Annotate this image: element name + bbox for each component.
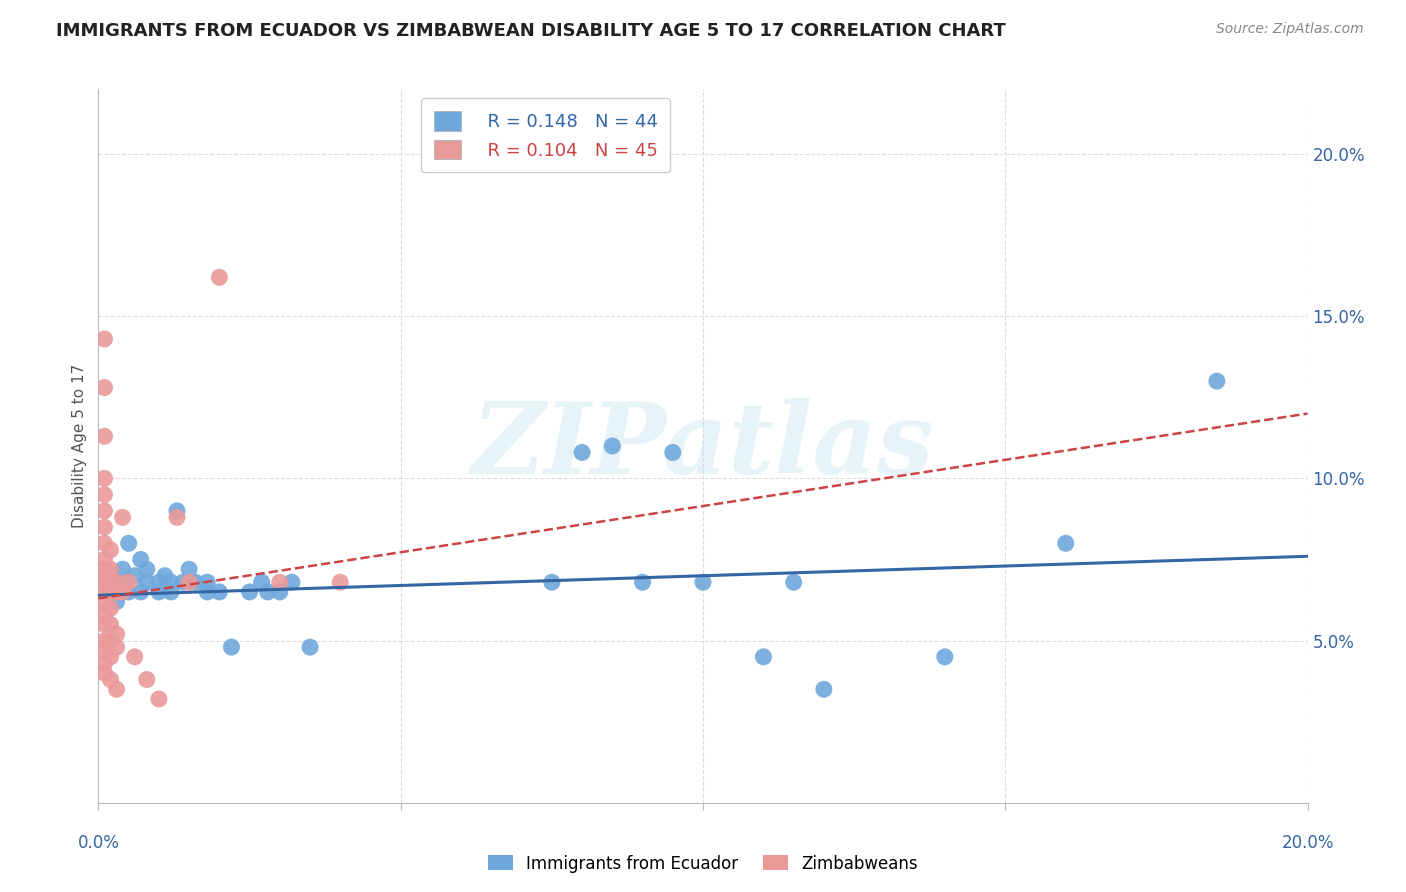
Point [100, 585, 122, 599]
Point [135, 562, 157, 576]
Point [269, 575, 291, 590]
Point [540, 575, 562, 590]
Point [783, 575, 806, 590]
Point [281, 575, 304, 590]
Point [1054, 536, 1077, 550]
Point [208, 270, 231, 285]
Text: ZIPatlas: ZIPatlas [472, 398, 934, 494]
Point [148, 585, 170, 599]
Point [93, 575, 115, 590]
Legend: Immigrants from Ecuador, Zimbabweans: Immigrants from Ecuador, Zimbabweans [481, 848, 925, 880]
Point [105, 682, 128, 697]
Point [93, 429, 115, 443]
Point [111, 562, 134, 576]
Point [166, 504, 188, 518]
Point [100, 542, 122, 557]
Legend:   R = 0.148   N = 44,   R = 0.104   N = 45: R = 0.148 N = 44, R = 0.104 N = 45 [422, 98, 671, 172]
Point [160, 575, 183, 590]
Point [93, 607, 115, 622]
Point [153, 568, 176, 582]
Point [93, 536, 115, 550]
Point [1206, 374, 1229, 388]
Point [100, 649, 122, 664]
Point [329, 575, 352, 590]
Point [105, 575, 128, 590]
Point [752, 649, 775, 664]
Point [299, 640, 322, 654]
Point [93, 595, 115, 609]
Point [93, 666, 115, 681]
Point [100, 585, 122, 599]
Point [105, 575, 128, 590]
Point [93, 381, 115, 395]
Point [105, 585, 128, 599]
Text: IMMIGRANTS FROM ECUADOR VS ZIMBABWEAN DISABILITY AGE 5 TO 17 CORRELATION CHART: IMMIGRANTS FROM ECUADOR VS ZIMBABWEAN DI… [56, 22, 1005, 40]
Point [250, 575, 273, 590]
Point [93, 633, 115, 648]
Point [602, 439, 624, 453]
Point [208, 585, 231, 599]
Point [184, 575, 207, 590]
Point [118, 585, 141, 599]
Point [93, 617, 115, 632]
Point [118, 575, 141, 590]
Point [111, 510, 134, 524]
Point [93, 520, 115, 534]
Point [172, 575, 194, 590]
Point [93, 585, 115, 599]
Point [195, 585, 218, 599]
Point [934, 649, 956, 664]
Point [692, 575, 714, 590]
Point [93, 657, 115, 671]
Point [93, 332, 115, 346]
Point [93, 562, 115, 576]
Point [221, 640, 243, 654]
Point [100, 575, 122, 590]
Point [93, 568, 115, 582]
Point [129, 552, 152, 566]
Point [105, 595, 128, 609]
Point [105, 627, 128, 641]
Point [100, 601, 122, 615]
Text: 0.0%: 0.0% [77, 834, 120, 852]
Point [129, 585, 152, 599]
Point [111, 585, 134, 599]
Point [160, 585, 183, 599]
Point [118, 536, 141, 550]
Point [100, 633, 122, 648]
Point [166, 510, 188, 524]
Point [195, 575, 218, 590]
Point [105, 640, 128, 654]
Point [631, 575, 654, 590]
Point [179, 562, 201, 576]
Point [111, 578, 134, 592]
Point [100, 673, 122, 687]
Point [100, 617, 122, 632]
Point [100, 562, 122, 576]
Point [93, 568, 115, 582]
Y-axis label: Disability Age 5 to 17: Disability Age 5 to 17 [72, 364, 87, 528]
Point [135, 575, 157, 590]
Point [93, 488, 115, 502]
Point [269, 585, 291, 599]
Point [662, 445, 685, 459]
Point [135, 673, 157, 687]
Text: 20.0%: 20.0% [1281, 834, 1334, 852]
Point [813, 682, 835, 697]
Point [148, 692, 170, 706]
Point [256, 585, 278, 599]
Text: Source: ZipAtlas.com: Source: ZipAtlas.com [1216, 22, 1364, 37]
Point [239, 585, 262, 599]
Point [93, 643, 115, 657]
Point [124, 568, 146, 582]
Point [124, 649, 146, 664]
Point [148, 575, 170, 590]
Point [93, 552, 115, 566]
Point [571, 445, 593, 459]
Point [179, 575, 201, 590]
Point [93, 471, 115, 485]
Point [93, 504, 115, 518]
